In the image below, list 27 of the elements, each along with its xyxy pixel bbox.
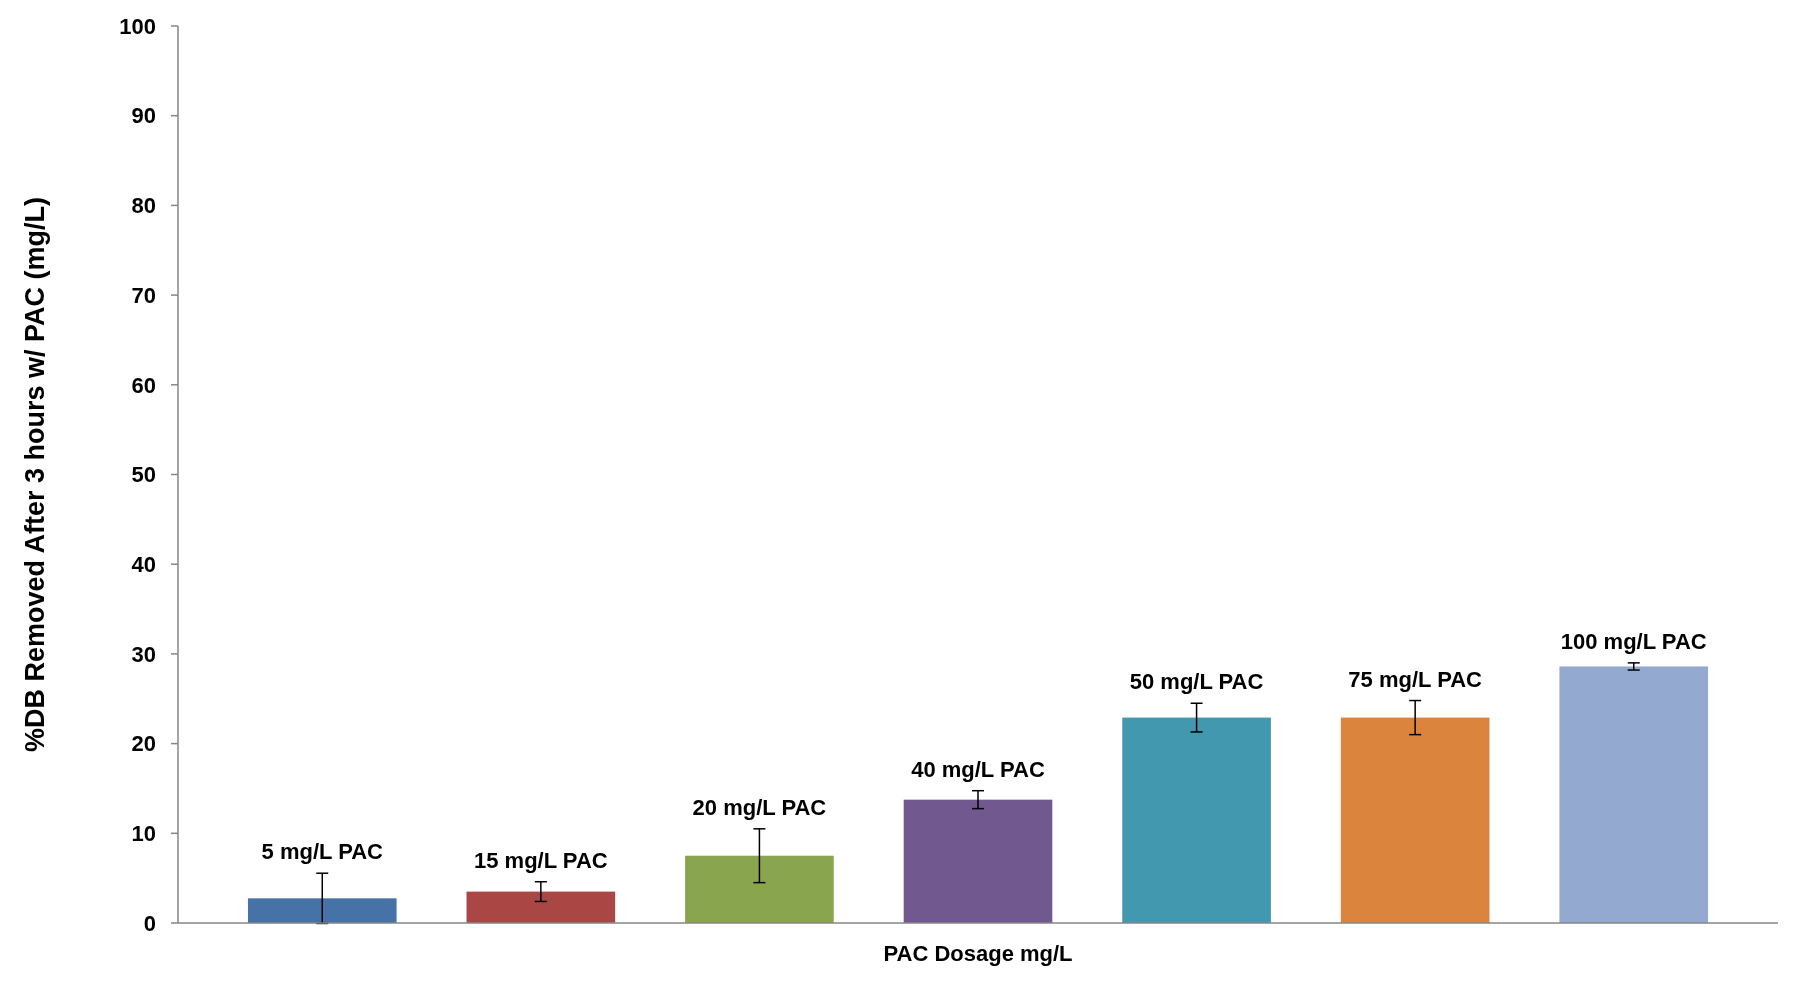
x-tick-label: 75 mg/L PAC <box>1348 666 1483 692</box>
y-axis-title: %DB Removed After 3 hours w/ PAC (mg/L) <box>20 196 50 753</box>
bar <box>247 898 397 923</box>
x-tick-label: 100 mg/L PAC <box>1560 628 1707 654</box>
y-tick-label: 40 <box>131 551 156 577</box>
y-tick-label: 50 <box>131 462 156 488</box>
bar <box>1340 717 1490 923</box>
y-tick-label: 80 <box>131 193 156 219</box>
x-tick-label: 20 mg/L PAC <box>692 794 827 820</box>
y-tick-label: 60 <box>131 372 156 398</box>
x-axis-title: PAC Dosage mg/L <box>883 941 1073 966</box>
y-tick-label: 30 <box>131 641 156 667</box>
x-tick-label: 15 mg/L PAC <box>474 847 608 873</box>
bar <box>1559 666 1709 923</box>
bar <box>466 891 616 923</box>
y-tick-label: 0 <box>143 910 156 936</box>
y-tick-label: 70 <box>131 282 156 308</box>
y-tick-label: 90 <box>131 103 156 129</box>
x-tick-label: 5 mg/L PAC <box>261 839 384 865</box>
y-tick-label: 100 <box>119 13 156 39</box>
bar <box>903 799 1053 923</box>
bar <box>1122 717 1271 923</box>
y-tick-label: 10 <box>131 821 156 846</box>
x-tick-label: 50 mg/L PAC <box>1129 669 1264 695</box>
x-tick-label: 40 mg/L PAC <box>911 756 1045 782</box>
bar <box>685 855 834 923</box>
y-tick-label: 20 <box>131 731 156 757</box>
